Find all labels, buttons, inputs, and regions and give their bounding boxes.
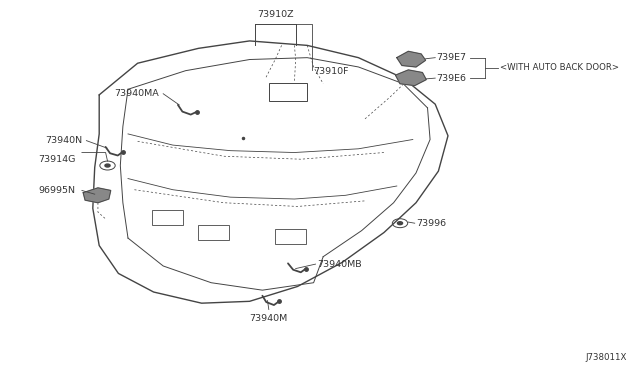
Text: 73910Z: 73910Z <box>257 10 294 19</box>
Bar <box>275 229 306 244</box>
Bar <box>198 225 229 240</box>
Text: 73940MA: 73940MA <box>114 89 159 98</box>
Polygon shape <box>396 70 426 86</box>
Circle shape <box>105 164 110 167</box>
Polygon shape <box>83 188 111 203</box>
Polygon shape <box>397 51 426 67</box>
Text: 739E6: 739E6 <box>436 74 467 83</box>
Text: 73914G: 73914G <box>38 155 76 164</box>
Bar <box>269 83 307 101</box>
Text: 96995N: 96995N <box>38 186 76 195</box>
Text: <WITH AUTO BACK DOOR>: <WITH AUTO BACK DOOR> <box>500 63 620 73</box>
Circle shape <box>397 222 403 225</box>
Text: 73940N: 73940N <box>45 136 82 145</box>
Text: 73940M: 73940M <box>250 314 288 323</box>
Bar <box>152 210 183 225</box>
Text: 73940MB: 73940MB <box>317 260 362 269</box>
Text: 739E7: 739E7 <box>436 53 467 62</box>
Text: J738011X: J738011X <box>586 353 627 362</box>
Text: 73910F: 73910F <box>314 67 349 76</box>
Text: 73996: 73996 <box>416 219 446 228</box>
